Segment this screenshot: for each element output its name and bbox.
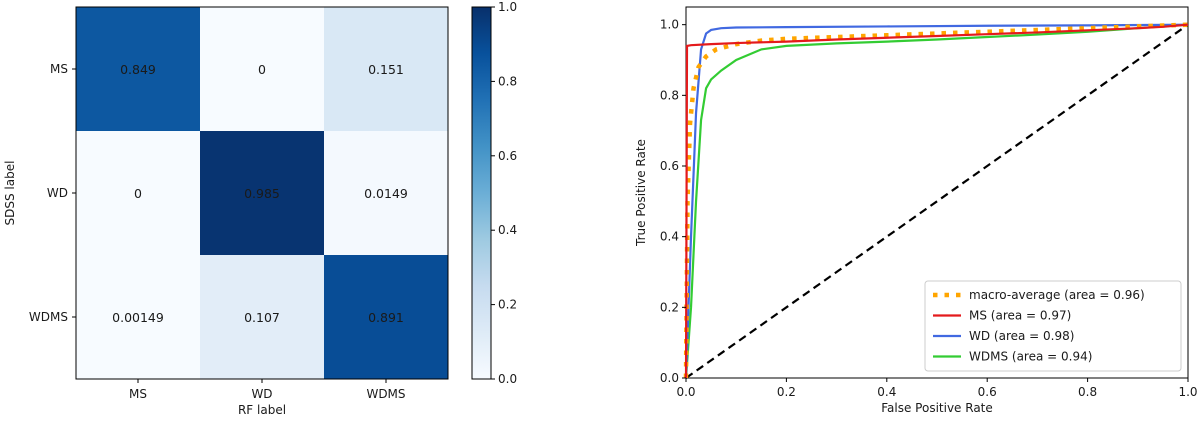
roc-curve-chart: 0.0 0.2 0.4 0.6 0.8 1.0 0.0 0.2 0.4 0.6 0.8 1.0 Fa… [634, 6, 1198, 415]
roc-legend: macro-average (area = 0.96) MS (area = 0.… [924, 280, 1182, 372]
roc-y-tick-label: 0.2 [660, 300, 679, 314]
cm-cell-ms-ms [76, 7, 200, 131]
colorbar-tick-label: 0.6 [498, 149, 517, 163]
roc-series-line-ms [684, 23, 1189, 379]
colorbar [471, 6, 492, 380]
cm-cell-label: 0.849 [120, 62, 156, 77]
cm-x-tick-label: WD [251, 387, 272, 401]
colorbar-tick-label: 0.4 [498, 223, 517, 237]
cm-cell-label: 0.151 [368, 62, 404, 77]
confusion-matrix-x-axis-label: RF label [238, 403, 286, 417]
cm-cell-label: 0.107 [244, 310, 280, 325]
cm-cell-wdms-ms [76, 255, 200, 379]
cm-cell-wd-ms [76, 131, 200, 255]
confusion-matrix-cells: 0.849 0 0.151 0 0.985 0.0149 0.00149 0.107 0.891 [76, 7, 448, 379]
colorbar-tick-label: 0.8 [498, 74, 517, 88]
roc-series-line-chance-diagonal [685, 23, 1189, 379]
roc-legend-entry-wdms: WDMS (area = 0.94) [933, 350, 1092, 364]
roc-y-tick-label: 0.4 [660, 230, 679, 244]
roc-y-tick-label: 0.8 [660, 88, 679, 102]
cm-cell-wdms-wd [200, 255, 324, 379]
cm-y-tick-label: WDMS [29, 310, 68, 324]
cm-x-tick-label: MS [129, 387, 147, 401]
roc-x-tick-label: 0.8 [1078, 385, 1097, 399]
roc-curves [683, 22, 1189, 379]
roc-x-ticks: 0.0 0.2 0.4 0.6 0.8 1.0 [676, 378, 1198, 399]
roc-x-tick-label: 0.4 [877, 385, 896, 399]
roc-y-tick-label: 1.0 [660, 18, 679, 32]
roc-x-tick-label: 0.6 [978, 385, 997, 399]
roc-legend-box [924, 280, 1182, 372]
cm-cell-ms-wd [200, 7, 324, 131]
cm-cell-label: 0 [134, 186, 142, 201]
roc-legend-entry-ms: MS (area = 0.97) [933, 309, 1071, 323]
roc-x-tick-label: 1.0 [1178, 385, 1197, 399]
colorbar-tick-label: 1.0 [498, 0, 517, 14]
roc-y-tick-label: 0.0 [660, 371, 679, 385]
confusion-matrix-y-ticks: MS WD WDMS [29, 62, 76, 324]
confusion-matrix-y-axis-label: SDSS label [3, 161, 17, 226]
cm-cell-label: 0 [258, 62, 266, 77]
legend-label: macro-average (area = 0.96) [969, 288, 1145, 302]
legend-label: WDMS (area = 0.94) [969, 350, 1092, 364]
cm-cell-label: 0.0149 [364, 186, 408, 201]
confusion-matrix-chart: 0.849 0 0.151 0 0.985 0.0149 0.00149 0.107 0.891… [3, 0, 517, 417]
cm-y-tick-label: MS [50, 62, 68, 76]
cm-cell-wd-wdms [324, 131, 448, 255]
roc-y-axis-label: True Positive Rate [634, 139, 648, 247]
cm-cell-ms-wdms [324, 7, 448, 131]
roc-legend-entry-wd: WD (area = 0.98) [933, 329, 1074, 343]
confusion-matrix-x-ticks: MS WD WDMS [129, 379, 406, 401]
legend-label: WD (area = 0.98) [969, 329, 1074, 343]
roc-y-tick-label: 0.6 [660, 159, 679, 173]
cm-y-tick-label: WD [47, 186, 68, 200]
roc-x-tick-label: 0.2 [777, 385, 796, 399]
colorbar-tick-label: 0.0 [498, 372, 517, 386]
roc-series-line-wd [684, 23, 1189, 379]
cm-cell-wdms-wdms [324, 255, 448, 379]
colorbar-ticks: 0.0 0.2 0.4 0.6 0.8 1.0 [491, 0, 517, 386]
roc-series-line-macro-average [683, 22, 1189, 379]
roc-legend-entry-macro-average: macro-average (area = 0.96) [933, 288, 1145, 302]
roc-x-axis-label: False Positive Rate [881, 401, 993, 415]
roc-series-line-wdms [684, 23, 1189, 379]
cm-cell-label: 0.00149 [112, 310, 164, 325]
cm-cell-label: 0.985 [244, 186, 280, 201]
colorbar-tick-label: 0.2 [498, 298, 517, 312]
cm-cell-label: 0.891 [368, 310, 404, 325]
cm-cell-wd-wd [200, 131, 324, 255]
roc-y-ticks: 0.0 0.2 0.4 0.6 0.8 1.0 [660, 18, 686, 385]
cm-x-tick-label: WDMS [366, 387, 405, 401]
roc-x-tick-label: 0.0 [676, 385, 695, 399]
legend-label: MS (area = 0.97) [969, 309, 1071, 323]
